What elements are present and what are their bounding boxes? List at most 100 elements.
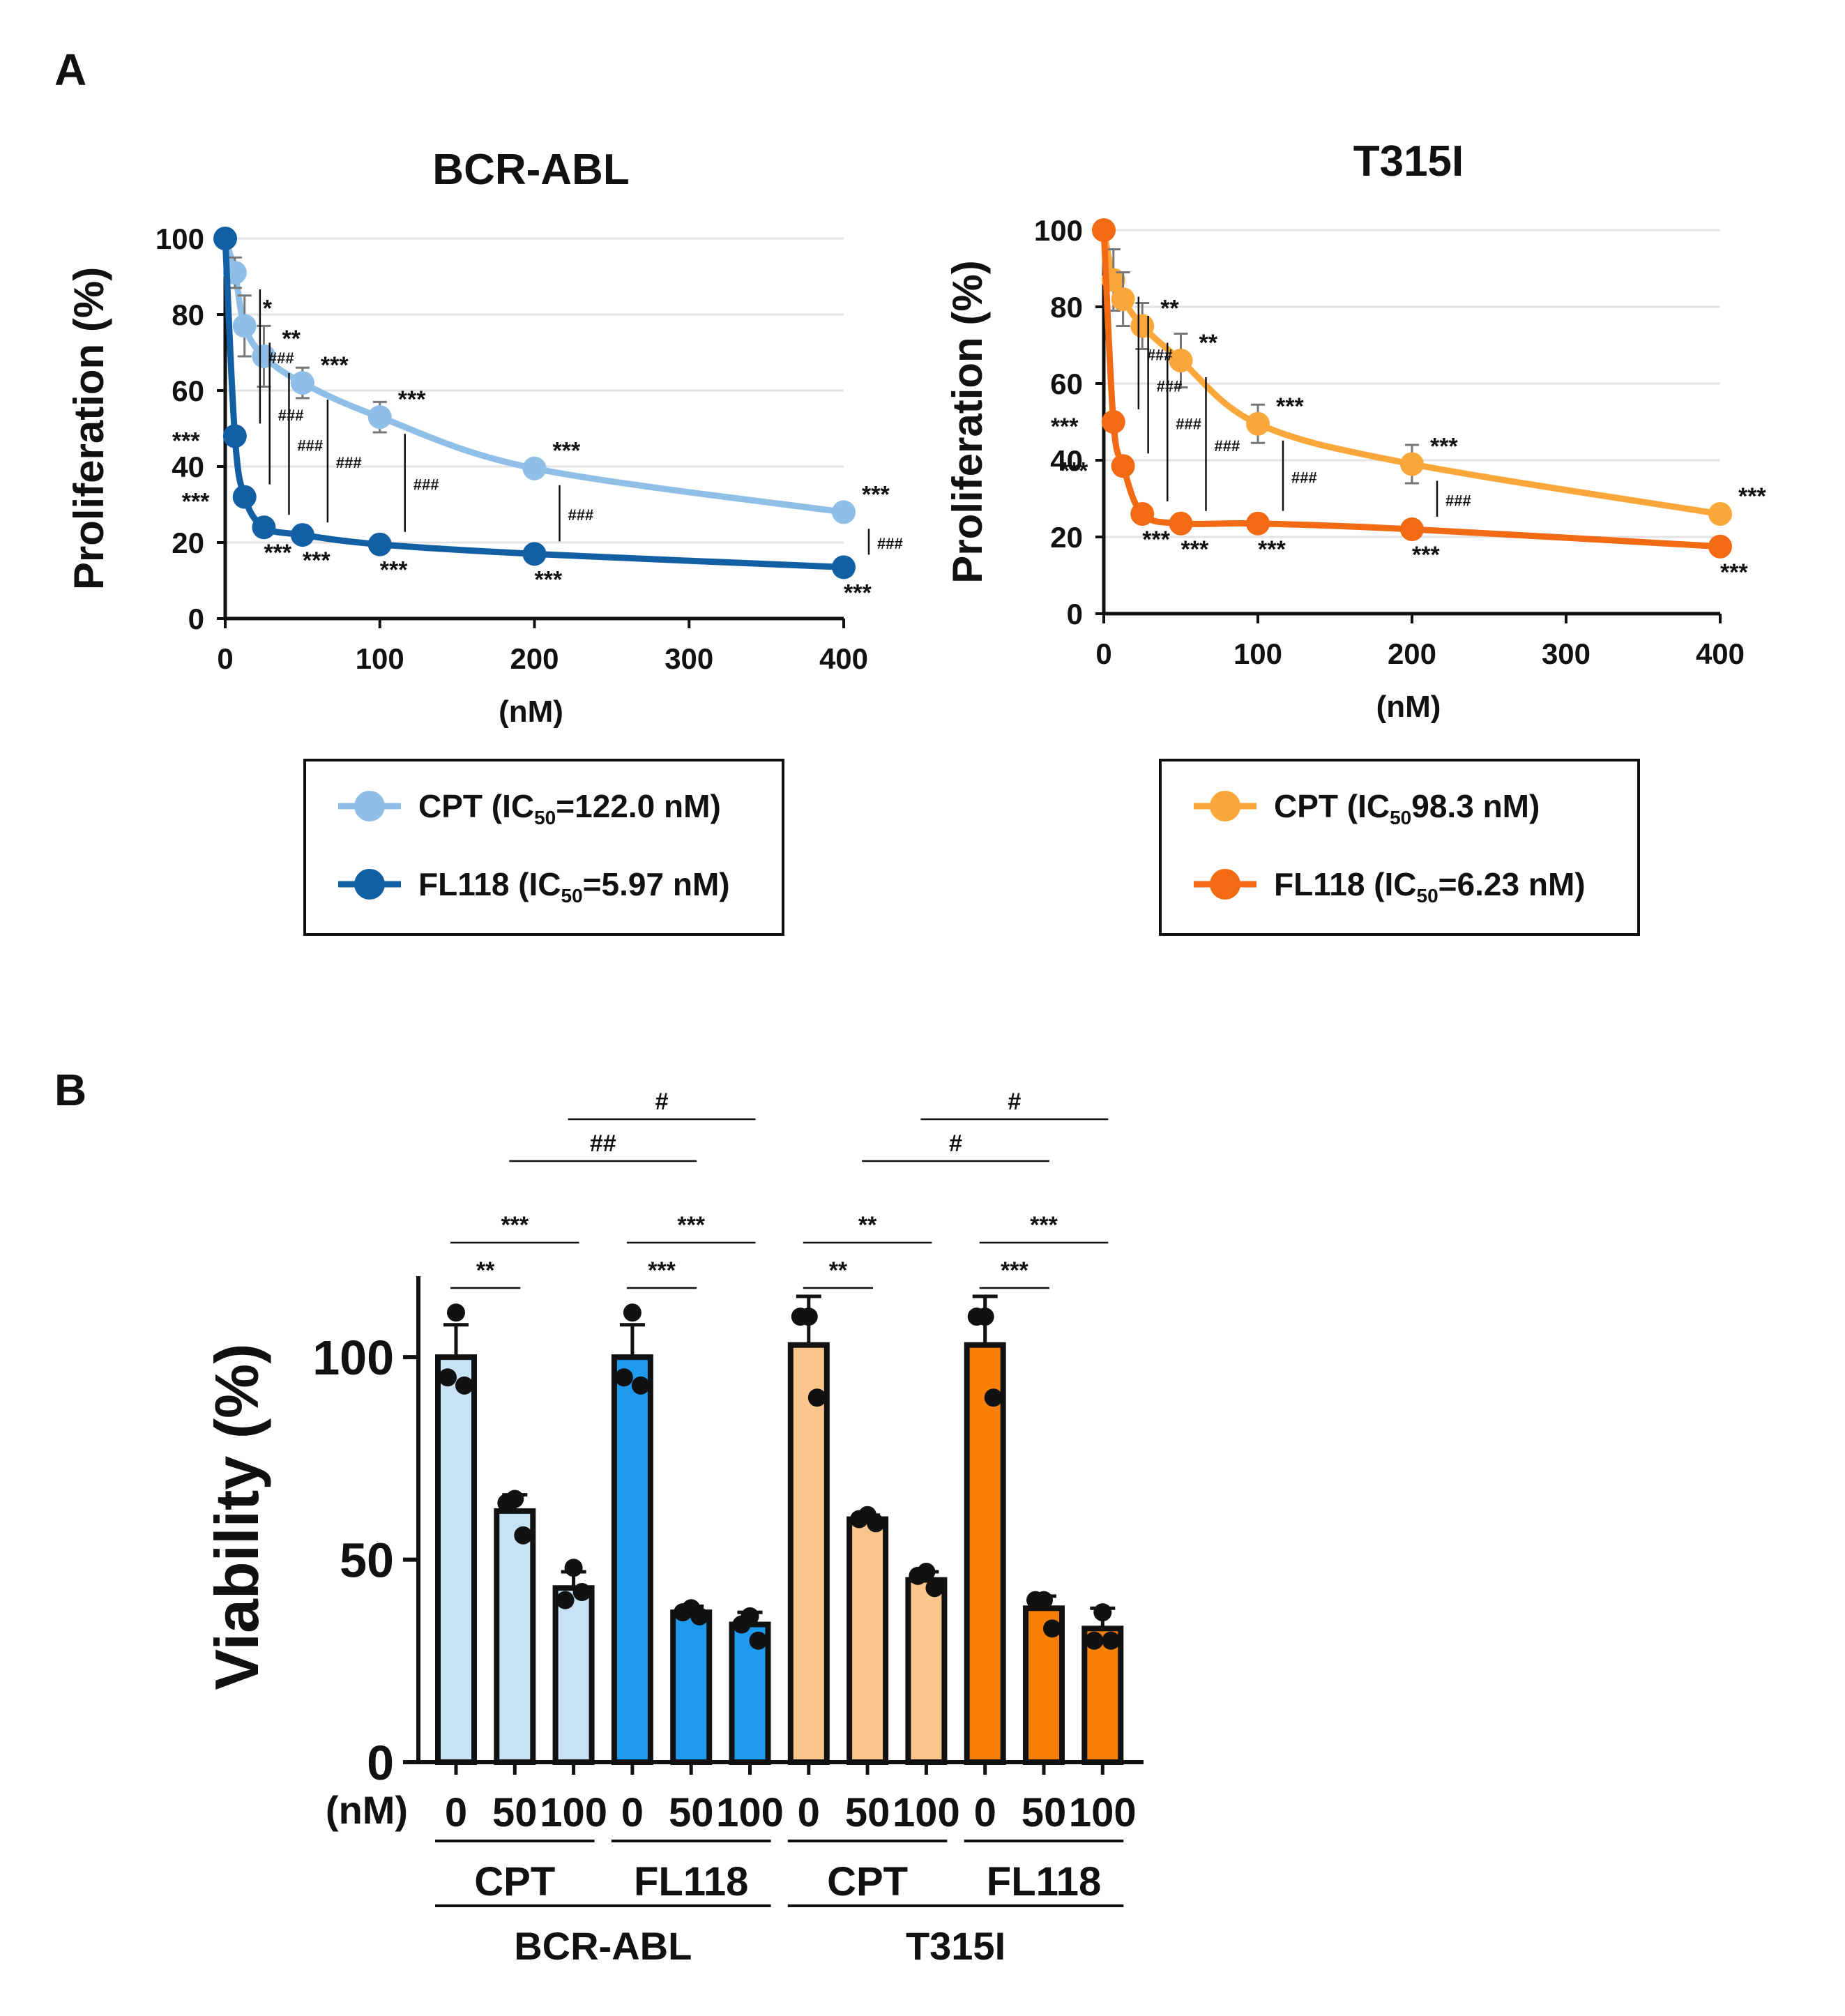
replicate-point bbox=[984, 1388, 1003, 1407]
replicate-point bbox=[497, 1494, 516, 1513]
significance-label: *** bbox=[182, 489, 210, 515]
replicate-point bbox=[1026, 1591, 1045, 1609]
legend-entry-cpt: CPT (IC50=122.0 nM) bbox=[418, 788, 721, 828]
significance-label: *** bbox=[1412, 542, 1440, 568]
x-tick-label: 400 bbox=[1696, 637, 1745, 670]
data-point-cpt bbox=[1400, 452, 1424, 476]
significance-label: ### bbox=[1157, 378, 1183, 395]
significance-label: *** bbox=[1001, 1257, 1028, 1284]
supergroup-label: T315I bbox=[906, 1924, 1005, 1968]
chart-title: T315I bbox=[1353, 137, 1464, 185]
significance-label: ** bbox=[858, 1212, 877, 1238]
significance-label: ** bbox=[476, 1257, 495, 1284]
replicate-point bbox=[690, 1607, 709, 1625]
significance-label: * bbox=[263, 295, 273, 321]
data-point-fl118 bbox=[1092, 218, 1116, 242]
significance-label: ### bbox=[336, 454, 362, 471]
significance-label: ### bbox=[1445, 492, 1471, 509]
data-point-cpt bbox=[1111, 287, 1135, 311]
replicate-point bbox=[439, 1368, 457, 1387]
data-point-fl118 bbox=[1400, 517, 1424, 541]
data-point-fl118 bbox=[1246, 511, 1270, 536]
panel-label-b: B bbox=[54, 1065, 86, 1115]
replicate-point bbox=[749, 1631, 768, 1650]
replicate-point bbox=[674, 1603, 692, 1622]
series-line-cpt bbox=[222, 237, 844, 515]
legend-marker bbox=[1210, 869, 1240, 900]
replicate-point bbox=[925, 1579, 944, 1598]
significance-label: ### bbox=[1291, 469, 1317, 486]
significance-label: *** bbox=[264, 540, 291, 566]
significance-label: ### bbox=[877, 535, 903, 552]
bar bbox=[787, 1342, 830, 1766]
significance-label: # bbox=[1008, 1089, 1021, 1115]
data-point-cpt bbox=[367, 405, 392, 430]
significance-label: *** bbox=[321, 352, 349, 379]
significance-label: ### bbox=[1215, 437, 1240, 455]
significance-label: *** bbox=[1738, 483, 1766, 510]
significance-label: ** bbox=[1199, 330, 1218, 356]
y-tick-label: 0 bbox=[1067, 598, 1083, 630]
group-label: FL118 bbox=[634, 1859, 748, 1904]
x-tick-label: 200 bbox=[1388, 637, 1436, 670]
data-point-fl118 bbox=[222, 424, 247, 448]
significance-label: ### bbox=[1147, 346, 1173, 363]
group-label: FL118 bbox=[987, 1859, 1101, 1904]
replicate-point bbox=[791, 1308, 810, 1326]
significance-label: ### bbox=[568, 506, 594, 524]
replicate-point bbox=[967, 1308, 986, 1326]
significance-label: ## bbox=[590, 1130, 616, 1157]
x-tick-label: 0 bbox=[445, 1790, 467, 1835]
y-tick-label: 100 bbox=[155, 222, 204, 255]
significance-label: ** bbox=[1160, 296, 1179, 322]
replicate-point bbox=[1043, 1619, 1061, 1638]
replicate-point bbox=[867, 1514, 886, 1533]
y-tick-label: 0 bbox=[188, 602, 204, 635]
replicate-point bbox=[514, 1526, 533, 1545]
data-point-fl118 bbox=[1111, 454, 1135, 478]
replicate-point bbox=[631, 1376, 650, 1395]
x-tick-label: 0 bbox=[217, 642, 233, 675]
significance-label: ### bbox=[278, 407, 304, 424]
replicate-point bbox=[564, 1559, 583, 1577]
significance-label: *** bbox=[677, 1212, 705, 1238]
y-tick-label: 60 bbox=[172, 374, 204, 407]
bar bbox=[846, 1516, 889, 1765]
y-tick-label: 100 bbox=[312, 1331, 394, 1385]
bar bbox=[435, 1354, 477, 1765]
significance-label: # bbox=[655, 1089, 669, 1115]
significance-label: # bbox=[949, 1130, 962, 1157]
data-point-cpt bbox=[522, 456, 547, 480]
replicate-point bbox=[1085, 1631, 1104, 1650]
y-tick-label: 20 bbox=[1050, 521, 1083, 554]
data-point-cpt bbox=[1130, 314, 1155, 338]
significance-label: *** bbox=[862, 481, 890, 508]
data-point-cpt bbox=[232, 314, 257, 338]
x-tick-label: 100 bbox=[540, 1790, 607, 1835]
y-tick-label: 60 bbox=[1050, 367, 1083, 400]
significance-label: *** bbox=[535, 566, 563, 593]
group-label: CPT bbox=[474, 1859, 555, 1904]
bar bbox=[552, 1585, 595, 1766]
replicate-point bbox=[807, 1388, 826, 1407]
legend-entry-fl118: FL118 (IC50=5.97 nM) bbox=[418, 866, 730, 907]
y-tick-label: 20 bbox=[172, 526, 204, 559]
significance-label: ** bbox=[829, 1257, 848, 1284]
significance-label: ### bbox=[297, 437, 323, 455]
data-point-fl118 bbox=[232, 485, 257, 509]
significance-label: *** bbox=[553, 438, 581, 464]
y-axis-label: Proliferation (%) bbox=[944, 260, 991, 583]
data-point-fl118 bbox=[832, 555, 856, 579]
significance-label: ### bbox=[268, 349, 294, 367]
significance-label: ### bbox=[1176, 415, 1201, 432]
x-tick-label: 100 bbox=[1069, 1790, 1137, 1835]
panel-label-a: A bbox=[54, 45, 86, 95]
bar bbox=[964, 1342, 1006, 1766]
bar bbox=[905, 1577, 948, 1765]
data-point-cpt bbox=[1708, 502, 1732, 526]
legend-marker bbox=[1210, 791, 1240, 821]
legend-box bbox=[1159, 759, 1640, 936]
legend-entry-fl118: FL118 (IC50=6.23 nM) bbox=[1274, 866, 1586, 907]
